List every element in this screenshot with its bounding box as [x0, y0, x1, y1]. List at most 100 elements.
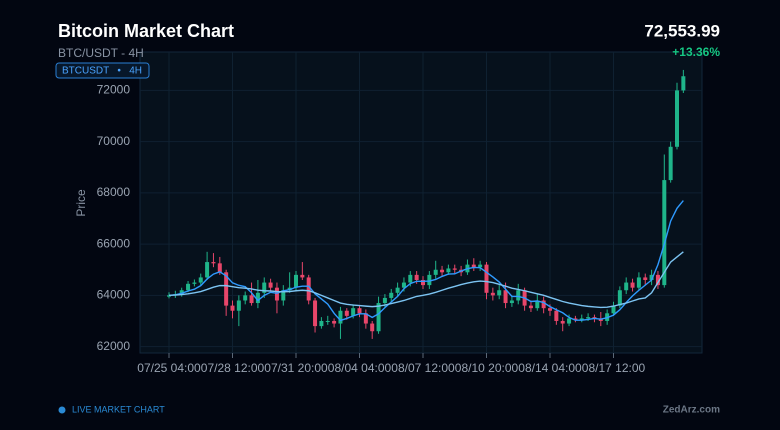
- candle-body: [376, 303, 381, 332]
- candle-body: [332, 320, 337, 324]
- candle-body: [675, 90, 679, 147]
- candle-body: [484, 264, 489, 293]
- candle-body: [611, 305, 616, 314]
- candle-body: [357, 308, 362, 314]
- candle-body: [446, 268, 451, 273]
- candle-body: [560, 320, 565, 324]
- candle-body: [528, 305, 533, 309]
- badge: BTCUSDT • 4H: [62, 66, 142, 77]
- candle-body: [503, 290, 508, 304]
- candle-body: [370, 323, 375, 332]
- candle-body: [636, 277, 641, 288]
- x-tick-label: 08/04 04:00: [328, 361, 392, 375]
- x-tick-label: 08/14 04:00: [518, 361, 582, 375]
- y-tick-label: 70000: [97, 134, 131, 148]
- candle-body: [268, 282, 273, 288]
- brand: ZedArz.com: [663, 405, 720, 416]
- candle-body: [617, 290, 622, 306]
- x-tick-label: 08/10 20:00: [455, 361, 519, 375]
- candle-body: [243, 295, 248, 301]
- candle-body: [300, 274, 305, 278]
- footer: LIVE MARKET CHART: [72, 404, 165, 414]
- chart-title: Bitcoin Market Chart: [58, 21, 234, 41]
- candle-body: [205, 262, 210, 278]
- candle-body: [262, 282, 267, 293]
- candle-body: [363, 313, 368, 324]
- y-tick-label: 64000: [97, 288, 131, 302]
- candle-body: [630, 282, 635, 288]
- x-tick-label: 08/17 12:00: [582, 361, 646, 375]
- candle-body: [624, 282, 629, 291]
- candle-body: [421, 279, 425, 286]
- candle-body: [167, 295, 171, 297]
- candle-body: [344, 310, 349, 316]
- candle-body: [579, 318, 584, 320]
- candle-body: [643, 277, 648, 280]
- y-tick-label: 72000: [97, 83, 131, 97]
- candle-body: [186, 283, 191, 291]
- x-tick-label: 07/25 04:00: [137, 361, 201, 375]
- candle-body: [294, 274, 298, 288]
- price: 72,553.99: [644, 21, 720, 40]
- candle-body: [255, 292, 260, 304]
- candle-body: [567, 318, 572, 324]
- candle-body: [433, 269, 438, 275]
- moving-average: [168, 200, 684, 322]
- candle-body: [395, 287, 400, 293]
- x-tick-label: 07/28 12:00: [201, 361, 265, 375]
- candle-body: [211, 262, 216, 264]
- plot-area: [139, 51, 703, 354]
- candle-body: [306, 277, 311, 301]
- x-tick-label: 08/07 12:00: [391, 361, 455, 375]
- candle-body: [427, 274, 432, 286]
- badge-box: [55, 62, 150, 79]
- candle-body: [351, 308, 356, 316]
- candle-body: [217, 263, 222, 273]
- candle-body: [230, 305, 235, 311]
- y-tick-label: 62000: [97, 339, 131, 353]
- candle-body: [509, 300, 514, 304]
- candle-body: [281, 290, 286, 301]
- candle-body: [198, 277, 203, 283]
- moving-average: [168, 251, 684, 309]
- y-tick-label: 68000: [97, 185, 131, 199]
- candle-body: [313, 300, 318, 327]
- candle-body: [236, 300, 241, 311]
- change: +13.36%: [672, 45, 720, 59]
- candle-body: [452, 268, 457, 270]
- candle-body: [389, 292, 394, 298]
- candle-body: [274, 287, 279, 301]
- candle-body: [249, 295, 254, 304]
- candle-body: [319, 320, 324, 327]
- candle-body: [325, 320, 330, 322]
- candle-body: [440, 269, 445, 273]
- candle-body: [408, 274, 413, 283]
- candle-body: [586, 317, 591, 319]
- candle-body: [224, 272, 229, 306]
- candle-body: [573, 318, 578, 320]
- candle-body: [649, 274, 654, 280]
- y-tick-label: 66000: [97, 236, 131, 250]
- candle-body: [401, 282, 406, 288]
- candle-body: [414, 274, 419, 280]
- candle-body: [655, 274, 660, 286]
- candle-body: [516, 290, 521, 301]
- subtitle: BTC/USDT - 4H: [58, 46, 144, 60]
- candle-body: [681, 76, 686, 91]
- candle-body: [490, 292, 495, 296]
- candle-body: [382, 297, 387, 304]
- candle-body: [471, 264, 476, 268]
- candle-body: [478, 264, 483, 268]
- candle-body: [668, 146, 673, 181]
- candle-body: [548, 308, 552, 311]
- candle-body: [192, 282, 197, 284]
- candle-body: [662, 180, 667, 286]
- x-tick-label: 07/31 20:00: [264, 361, 328, 375]
- candle-body: [287, 287, 292, 291]
- candle-body: [338, 310, 343, 324]
- y-axis-title: Price: [74, 189, 88, 217]
- candle-body: [497, 290, 502, 296]
- candle-body: [179, 290, 184, 295]
